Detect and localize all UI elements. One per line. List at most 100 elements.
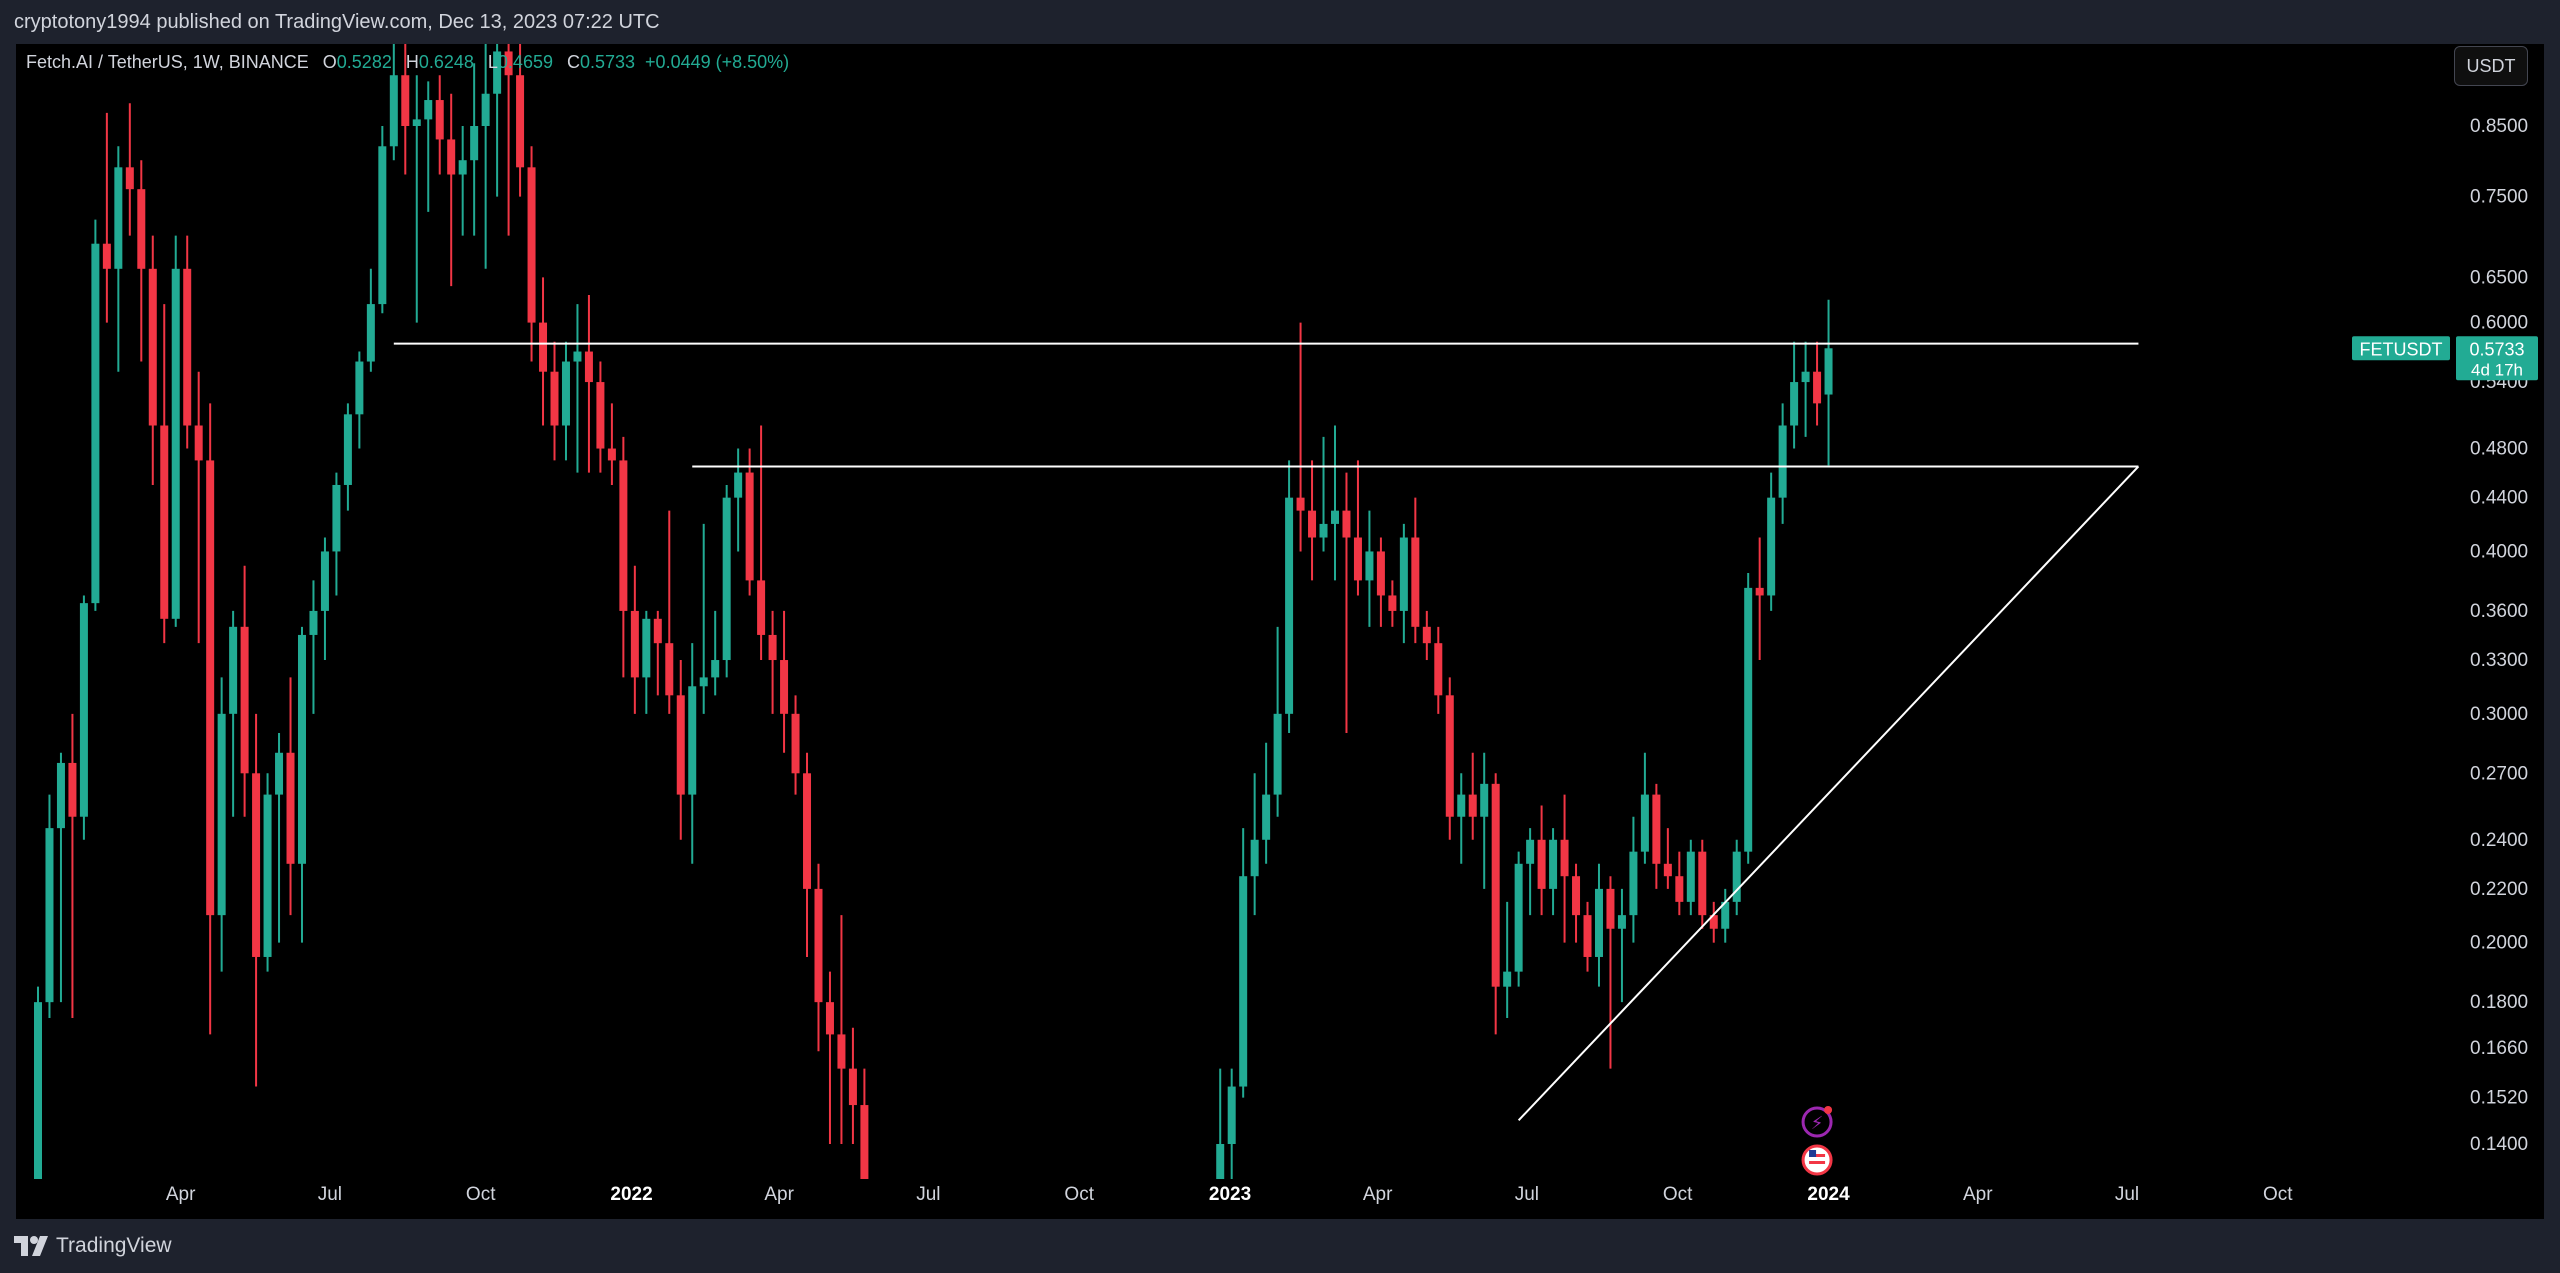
symbol-legend: Fetch.AI / TetherUS, 1W, BINANCE O 0.5282… [26, 52, 789, 73]
candle-body [596, 382, 605, 449]
candle-body [1698, 851, 1707, 916]
chart-area[interactable]: 0.8500 0.7500 0.6500 0.6000 0.5400 0.4800 0.44… [16, 44, 2544, 1219]
currency-button[interactable]: USDT [2454, 46, 2528, 86]
price-tick-label: 0.4000 [2470, 541, 2528, 562]
candle-body [286, 752, 295, 864]
candle-body [1353, 537, 1362, 581]
candle-body [1721, 901, 1730, 929]
candle-body [343, 414, 352, 485]
price-tick-label: 0.1800 [2470, 992, 2528, 1013]
candle-body [825, 1002, 834, 1035]
candle-body [481, 93, 490, 126]
candle-body [366, 304, 375, 362]
candle-body [848, 1068, 857, 1106]
candle-body [206, 460, 215, 916]
price-tick-label: 0.6500 [2470, 267, 2528, 288]
price-tick-label: 0.6000 [2470, 313, 2528, 334]
candle-body [527, 167, 536, 323]
price-tag [2456, 336, 2538, 381]
candle-body [688, 686, 697, 795]
candle-body [711, 660, 720, 678]
candle-body [745, 472, 754, 581]
candle-body [1526, 839, 1535, 864]
candle-body [183, 268, 192, 426]
candle-body [424, 100, 433, 120]
candle-body [320, 551, 329, 611]
time-tick-label: Jul [2115, 1184, 2139, 1205]
price-tag-countdown: 4d 17h [2471, 360, 2523, 379]
candle-body [1778, 425, 1787, 498]
candle-body [114, 167, 123, 269]
candle-body [148, 268, 157, 426]
time-tick-label: Oct [1064, 1184, 1094, 1205]
candle-body [676, 695, 685, 795]
candle-body [1503, 971, 1512, 987]
flag-canton [1809, 1150, 1817, 1157]
time-tick-label: Apr [166, 1184, 196, 1205]
candle-body [389, 75, 398, 147]
candle-body [780, 660, 789, 714]
candle-body [1594, 888, 1603, 957]
candle-body [1330, 510, 1339, 524]
candle-body [1285, 497, 1294, 714]
candle-body [1767, 497, 1776, 596]
candle-body [252, 773, 261, 957]
candle-body [860, 1105, 869, 1179]
price-tick-label: 0.3000 [2470, 704, 2528, 725]
candle-body [584, 351, 593, 383]
time-tick-label: Jul [916, 1184, 940, 1205]
candle-body [401, 75, 410, 126]
candle-body [56, 762, 65, 829]
candle-body [539, 322, 548, 372]
candle-body [160, 425, 169, 619]
candle-body [217, 713, 226, 916]
candle-body [34, 1002, 42, 1179]
price-tick-label: 0.2200 [2470, 879, 2528, 900]
candle-body [171, 268, 180, 619]
price-tick-label: 0.3300 [2470, 650, 2528, 671]
candle-body [699, 677, 708, 687]
candle-body [1549, 839, 1558, 889]
candle-body [1227, 1086, 1236, 1144]
legend-open-label: O [322, 52, 337, 72]
candle-body [1560, 839, 1569, 877]
candle-body [1445, 695, 1454, 817]
price-tick-label: 0.2700 [2470, 763, 2528, 784]
candle-body [125, 167, 134, 190]
candle-body [607, 448, 616, 461]
candle-body [229, 626, 238, 714]
legend-low-label: L [487, 52, 498, 72]
candle-body [1365, 551, 1374, 581]
us-flag-event-icon [1801, 1144, 1833, 1176]
time-tick-label: Oct [2263, 1184, 2293, 1205]
candlestick-chart[interactable]: 0.85000.75000.65000.60000.54000.48000.44… [16, 44, 2544, 1219]
candle-body [275, 752, 284, 795]
candle-body [1583, 915, 1592, 957]
candle-body [1617, 915, 1626, 929]
candle-body [355, 361, 364, 415]
candle-body [1790, 382, 1799, 426]
candle-body [653, 618, 662, 644]
ticker-symbol-tag [2352, 336, 2450, 361]
price-tick-label: 0.1660 [2470, 1038, 2528, 1059]
price-tick-label: 0.2400 [2470, 830, 2528, 851]
candle-body [1663, 863, 1672, 877]
tradingview-logo[interactable]: TradingView [14, 1234, 172, 1258]
candle-body [263, 794, 272, 957]
candle-body [504, 51, 513, 76]
candle-body [573, 351, 582, 362]
candle-body [814, 888, 823, 1003]
candle-body [1422, 626, 1431, 644]
candle-body [1399, 537, 1408, 611]
candle-body [493, 51, 502, 94]
candle-body [1514, 863, 1523, 972]
candle-body [1296, 497, 1305, 511]
candle-body [1250, 839, 1259, 877]
candle-body [1457, 794, 1466, 817]
candle-body [1319, 523, 1328, 538]
trendline-drawing[interactable] [1517, 465, 2140, 1122]
candle-body [332, 484, 341, 552]
candle-body [1342, 510, 1351, 538]
price-tick-label: 0.1400 [2470, 1134, 2528, 1155]
time-tick-label: 2024 [1807, 1184, 1850, 1205]
